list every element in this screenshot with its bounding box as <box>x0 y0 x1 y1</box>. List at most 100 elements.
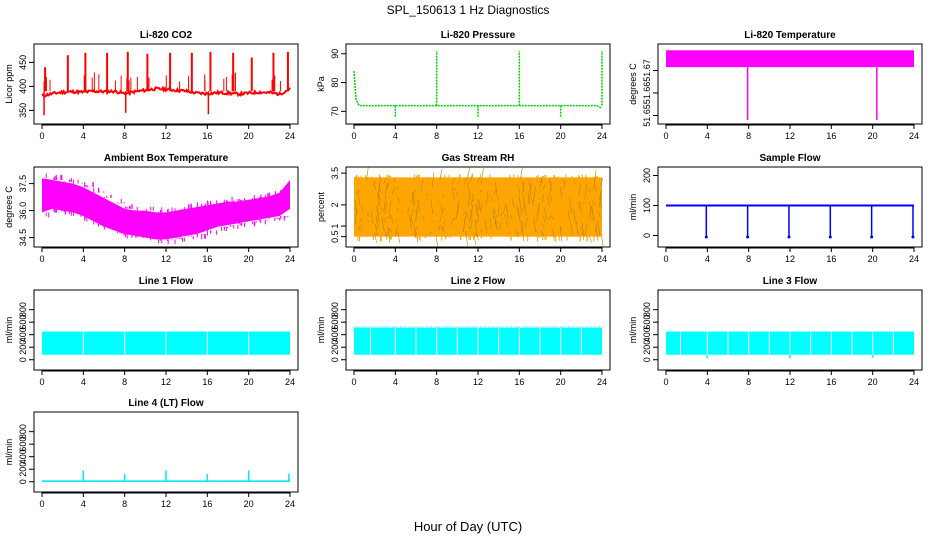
line4-xtick-label: 12 <box>161 499 171 509</box>
rh-trace <box>378 184 382 194</box>
rh-trace <box>543 207 547 216</box>
rh-trace <box>559 225 563 232</box>
pressure-ytick-label: 90 <box>330 49 340 59</box>
rh-trace <box>485 191 489 206</box>
rh-trace <box>452 186 455 200</box>
rh-trace <box>548 214 552 221</box>
line2-title: Line 2 Flow <box>451 276 506 287</box>
line2-ylabel: ml/min <box>316 317 326 344</box>
rh-trace <box>574 216 577 225</box>
rh-trace <box>591 210 595 221</box>
rh-trace <box>470 199 474 205</box>
sample-ytick-label: 200 <box>642 168 652 183</box>
rh-trace <box>592 200 595 206</box>
rh-trace <box>477 177 480 184</box>
rh-trace <box>410 209 414 220</box>
rh-trace <box>466 181 470 186</box>
panel-temp: Li-820 Temperature 0 4 8 12 16 20 24 51.6551.665… <box>628 30 923 141</box>
rh-trace <box>573 180 577 185</box>
rh-trace <box>385 182 388 194</box>
rh-trace <box>539 196 542 199</box>
rh-xtick-label: 20 <box>556 254 566 264</box>
rh-trace <box>453 187 457 191</box>
temp-xtick-label: 12 <box>785 131 795 141</box>
rh-trace <box>424 236 427 239</box>
line3-xtick-label: 16 <box>826 377 836 387</box>
rh-trace <box>452 217 455 221</box>
rh-trace <box>494 214 497 226</box>
sample-ylabel: ml/min <box>628 194 638 221</box>
rh-trace <box>431 172 435 188</box>
sample-dip-marker <box>704 235 708 239</box>
ambient-ytick-label: 34.5 <box>18 229 28 247</box>
rh-trace <box>378 176 381 191</box>
rh-trace <box>441 195 445 198</box>
line1-xtick-label: 0 <box>39 377 44 387</box>
rh-trace <box>505 213 508 228</box>
rh-trace <box>470 173 473 181</box>
line2-xtick-label: 0 <box>351 377 356 387</box>
rh-trace <box>437 201 440 204</box>
rh-trace <box>562 179 565 184</box>
rh-title: Gas Stream RH <box>442 153 515 164</box>
rh-trace <box>593 175 596 190</box>
pressure-xtick-label: 20 <box>556 131 566 141</box>
rh-trace <box>511 197 515 208</box>
rh-trace <box>383 195 387 211</box>
rh-band <box>354 177 602 237</box>
line4-xtick-label: 24 <box>285 499 295 509</box>
line4-xtick-label: 8 <box>122 499 127 509</box>
rh-trace <box>377 193 380 205</box>
line1-xtick-label: 8 <box>122 377 127 387</box>
ambient-envelope <box>42 178 290 240</box>
temp-data <box>666 50 914 120</box>
rh-trace <box>563 179 566 189</box>
rh-trace <box>355 191 359 194</box>
rh-trace <box>489 217 492 229</box>
sample-title: Sample Flow <box>759 153 820 164</box>
rh-trace <box>375 215 379 230</box>
ambient-ylabel: degrees C <box>4 186 14 228</box>
rh-trace <box>456 204 460 214</box>
sample-data <box>666 204 915 239</box>
rh-trace <box>355 210 359 213</box>
temp-title: Li-820 Temperature <box>744 30 836 41</box>
rh-trace <box>516 205 520 216</box>
rh-trace <box>373 181 376 185</box>
rh-trace <box>476 233 479 241</box>
temp-xtick-label: 20 <box>868 131 878 141</box>
rh-trace <box>503 204 506 213</box>
line4-ytick-label: 600 <box>18 437 28 452</box>
rh-trace <box>462 217 466 233</box>
panel-co2: Li-820 CO2 0 4 8 12 16 20 24 350 400 450 Licor ppm <box>4 30 299 141</box>
rh-trace <box>594 221 598 232</box>
rh-trace <box>495 182 498 198</box>
rh-trace <box>599 197 602 209</box>
rh-trace <box>412 196 415 208</box>
rh-trace <box>547 195 550 206</box>
rh-trace <box>390 215 394 224</box>
rh-trace <box>373 181 377 191</box>
temp-band <box>666 50 914 68</box>
rh-trace <box>537 207 541 210</box>
rh-trace <box>584 224 588 235</box>
sample-ytick-label: 0 <box>642 233 652 238</box>
rh-trace <box>455 191 459 197</box>
line3-xtick-label: 4 <box>705 377 710 387</box>
rh-trace <box>425 198 429 201</box>
line1-xtick-label: 12 <box>161 377 171 387</box>
rh-trace <box>506 204 509 219</box>
line2-ytick-label: 600 <box>330 315 340 330</box>
rh-trace <box>359 217 363 223</box>
ambient-xtick-label: 24 <box>285 254 295 264</box>
rh-trace <box>519 167 523 180</box>
temp-ytick-label: 51.67 <box>642 59 652 82</box>
rh-trace <box>440 205 444 215</box>
line1-title: Line 1 Flow <box>139 276 194 287</box>
rh-xtick-label: 24 <box>597 254 607 264</box>
panel-line4: Line 4 (LT) Flow 0 4 8 12 16 20 24 0 200400600800… <box>4 398 299 509</box>
rh-trace <box>450 220 453 226</box>
